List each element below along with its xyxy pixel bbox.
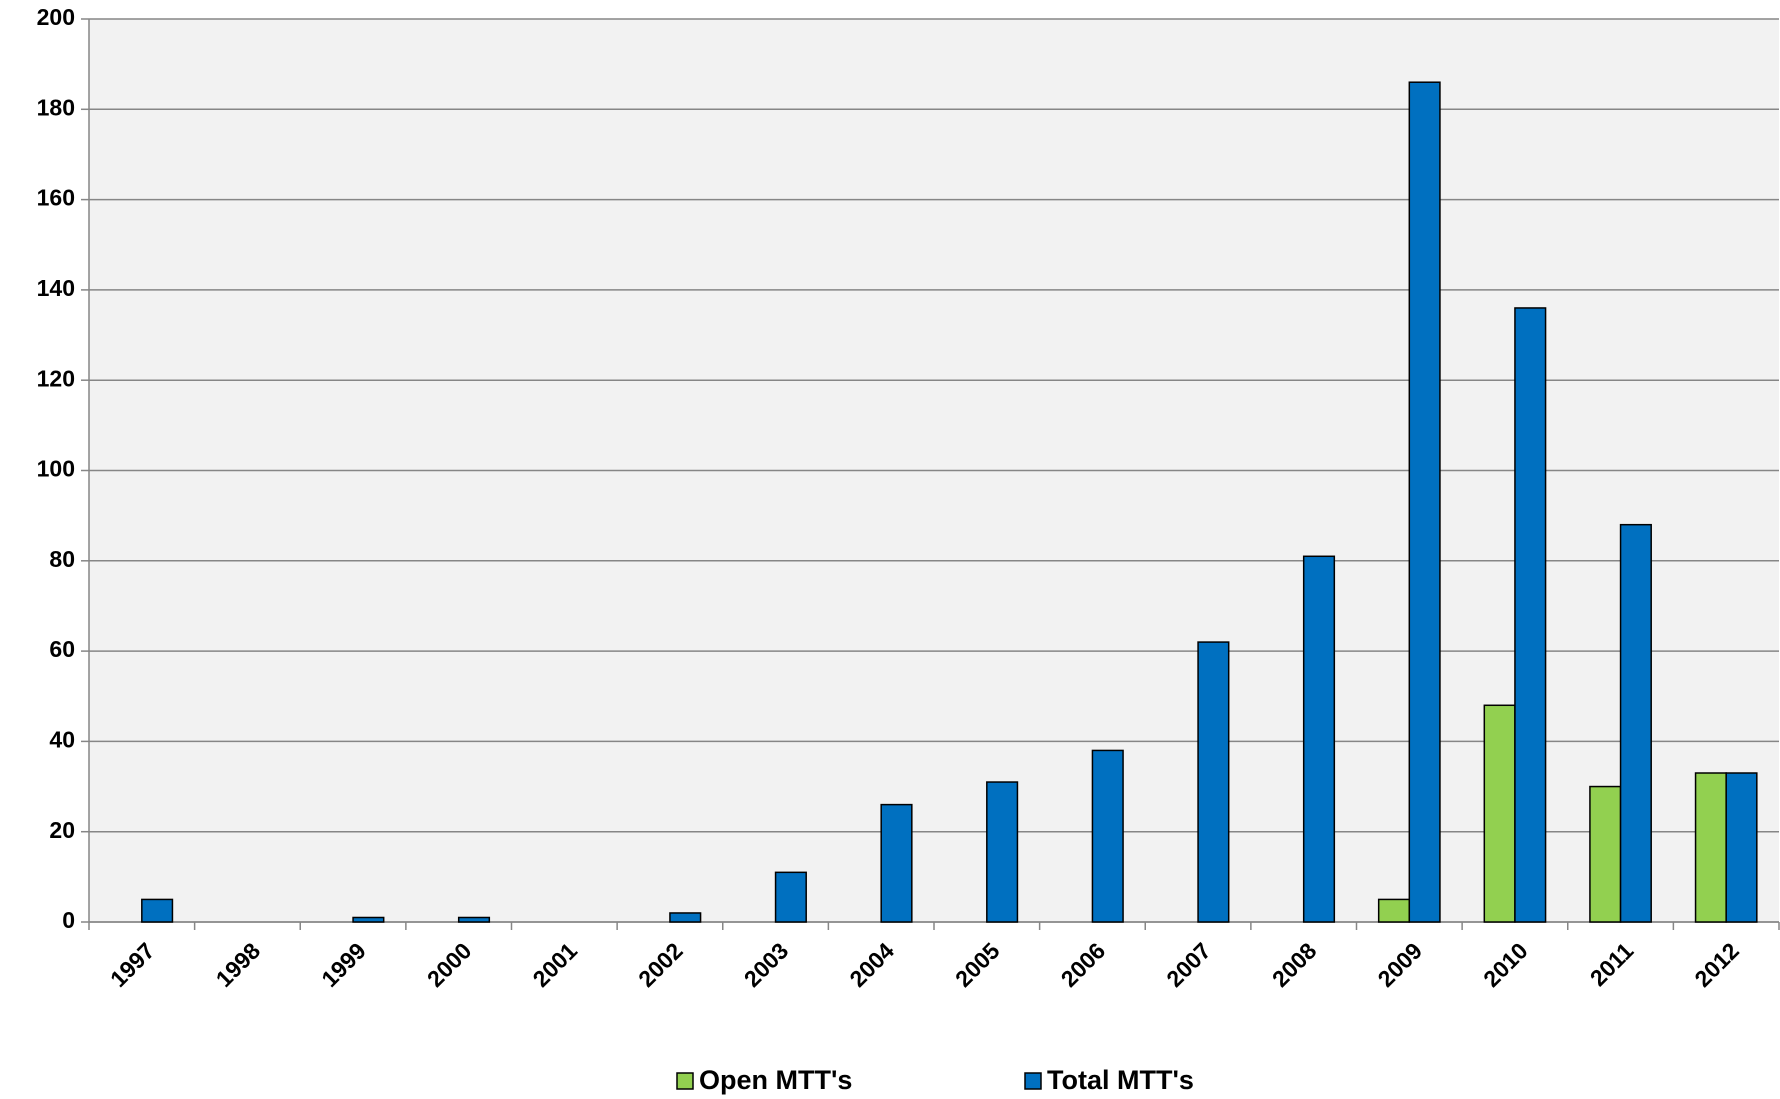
x-tick-label: 2004: [844, 937, 899, 992]
bar: [880, 803, 913, 923]
bar: [1302, 555, 1336, 923]
y-tick-label: 140: [37, 275, 75, 301]
x-tick-label: 1998: [211, 937, 266, 992]
bar: [1514, 307, 1547, 923]
bar: [774, 871, 807, 923]
bar: [1694, 772, 1727, 923]
x-tick-label: 2011: [1585, 937, 1639, 991]
x-tick-label: 2002: [633, 937, 688, 992]
legend-swatch: [676, 1072, 694, 1090]
y-tick-label: 80: [49, 546, 75, 572]
bar: [1483, 704, 1516, 923]
legend-swatch: [1024, 1072, 1042, 1090]
y-tick-label: 0: [62, 907, 75, 933]
bar: [1725, 772, 1758, 923]
legend-label: Total MTT's: [1047, 1065, 1194, 1095]
x-tick-label: 2003: [739, 937, 794, 992]
y-tick-label: 40: [49, 726, 75, 752]
x-tick-label: 2009: [1373, 937, 1428, 992]
x-tick-label: 2008: [1267, 937, 1322, 992]
bar: [141, 898, 174, 923]
bar: [457, 916, 491, 923]
y-tick-label: 60: [49, 636, 75, 662]
legend-label: Open MTT's: [699, 1065, 852, 1095]
bar: [352, 916, 385, 923]
y-tick-label: 180: [37, 94, 75, 120]
bar: [1408, 81, 1441, 923]
y-tick-label: 200: [37, 4, 75, 30]
x-tick-label: 2012: [1689, 937, 1744, 992]
bar: [1091, 749, 1124, 923]
x-tick-label: 1997: [105, 937, 160, 992]
x-tick-label: 2005: [950, 937, 1005, 992]
bar: [986, 781, 1019, 923]
bar: [1589, 785, 1622, 923]
x-tick-label: 2006: [1056, 937, 1111, 992]
x-tick-label: 2010: [1478, 937, 1533, 992]
bar: [1377, 898, 1411, 923]
x-tick-label: 1999: [316, 937, 371, 992]
bar: [1197, 641, 1230, 923]
x-tick-label: 2007: [1161, 937, 1216, 992]
x-tick-label: 2000: [422, 937, 477, 992]
bar: [669, 912, 702, 923]
y-tick-label: 20: [49, 817, 75, 843]
bar: [1619, 523, 1652, 923]
y-tick-label: 100: [37, 456, 75, 482]
x-tick-label: 2001: [528, 937, 583, 992]
y-tick-label: 160: [37, 185, 75, 211]
y-tick-label: 120: [37, 365, 75, 391]
